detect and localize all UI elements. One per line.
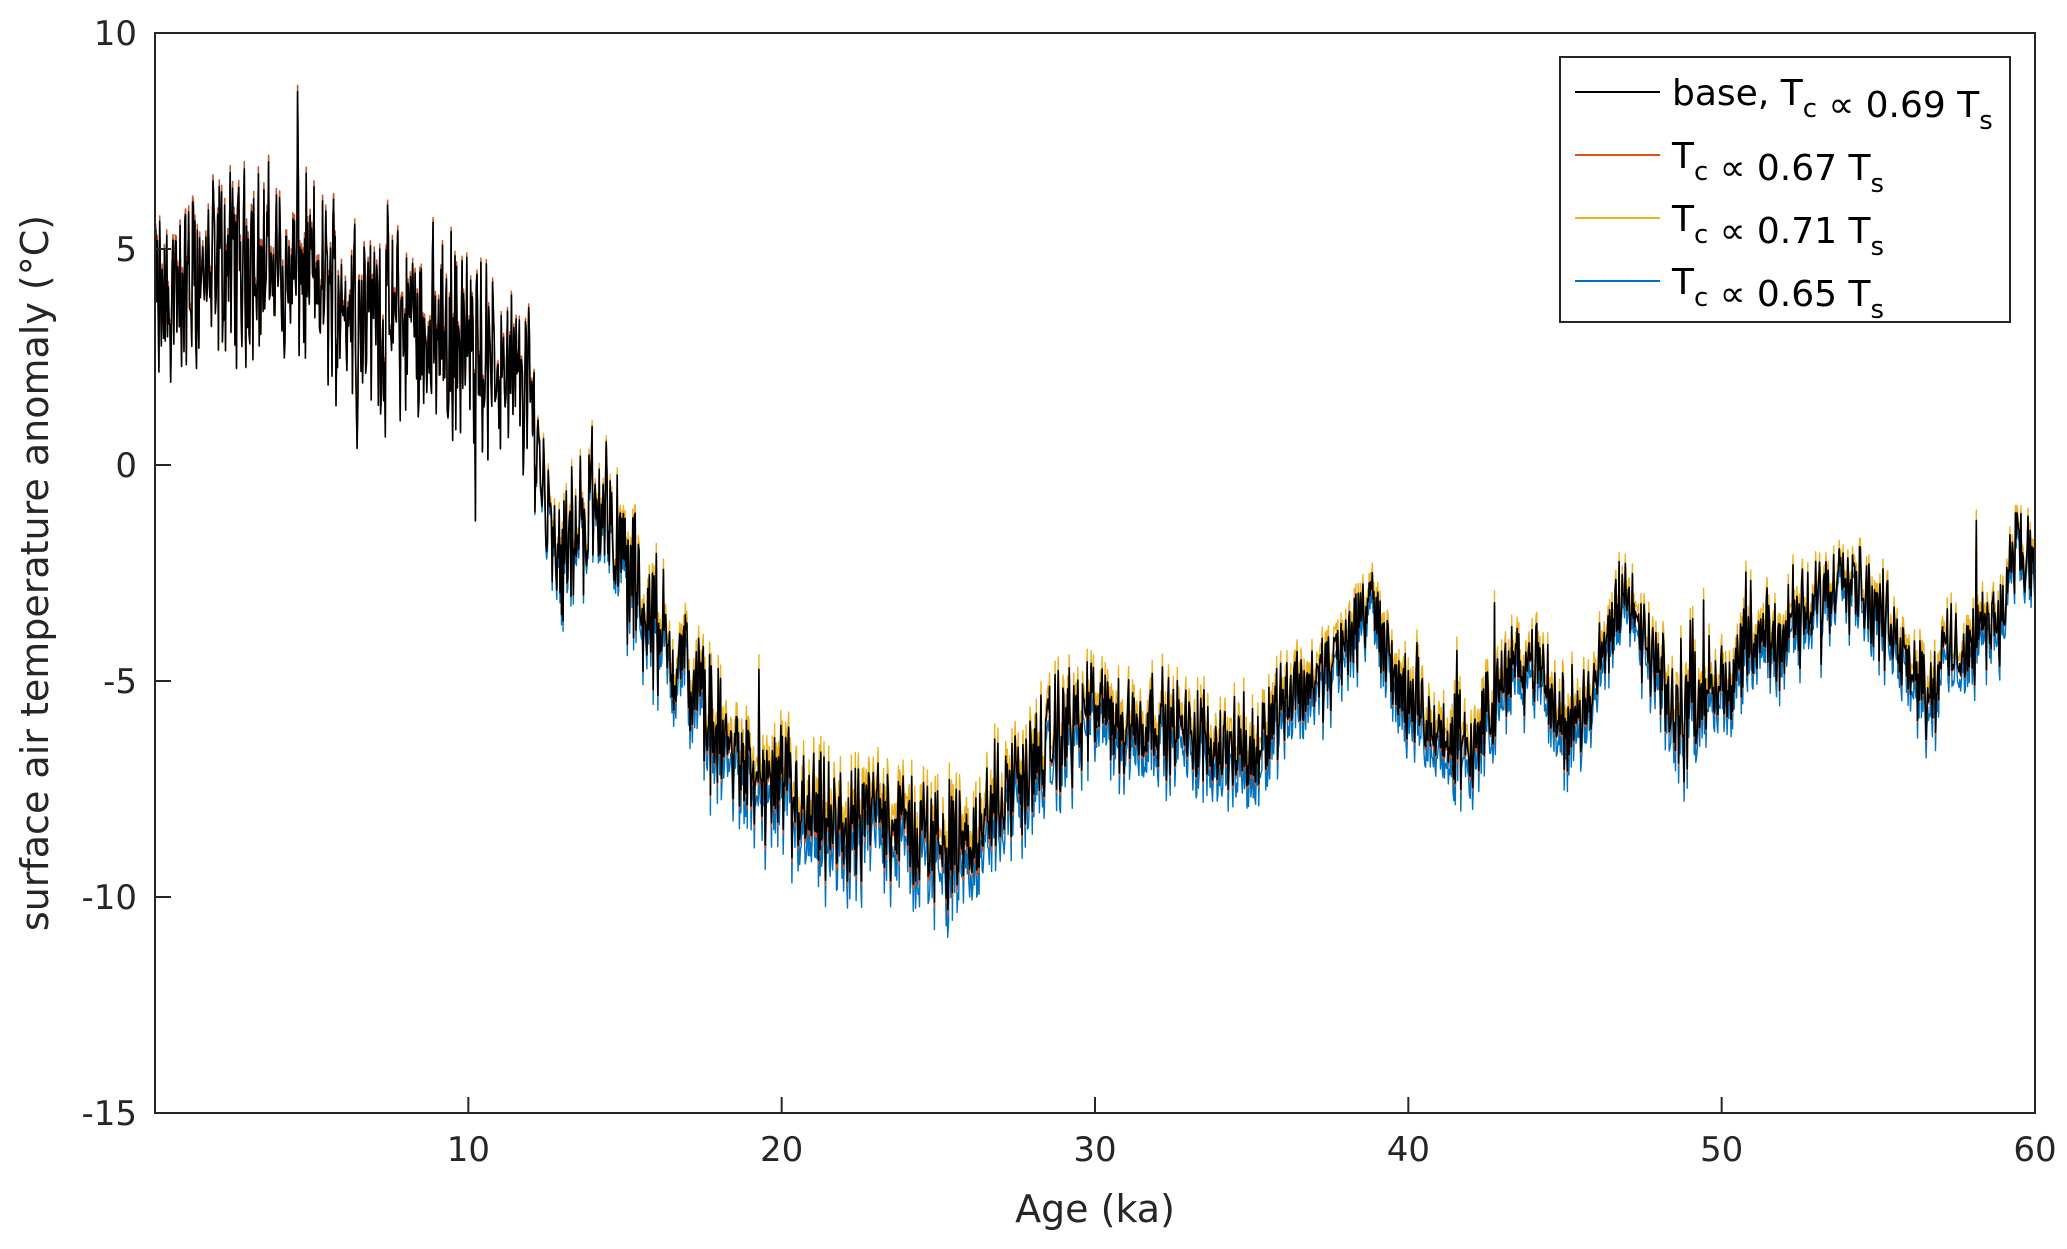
legend-subscript: c [1694, 220, 1708, 250]
legend-text: T [1671, 262, 1695, 303]
x-tick-label: 20 [760, 1130, 803, 1170]
y-axis-label: surface air temperature anomaly (°C) [13, 215, 57, 931]
legend-text: ∝ 0.71 T [1708, 211, 1871, 252]
legend-box [1559, 56, 2011, 323]
y-tick-label: -10 [81, 878, 137, 918]
legend-entry-label: Tc ∝ 0.65 Ts [1671, 262, 1884, 325]
x-tick-label: 30 [1073, 1130, 1116, 1170]
y-tick-label: 5 [115, 230, 137, 270]
legend-text: ∝ 0.67 T [1708, 148, 1871, 189]
legend-subscript: s [1871, 232, 1885, 262]
legend-text: base, T [1672, 73, 1804, 114]
legend-subscript: s [1871, 169, 1885, 199]
y-tick-label: 0 [115, 446, 137, 486]
series-layer [154, 84, 2036, 939]
legend-text: T [1671, 136, 1695, 177]
legend-subscript: s [1979, 106, 1993, 136]
y-tick-label: -15 [81, 1094, 137, 1134]
x-tick-label: 60 [2013, 1130, 2056, 1170]
series-line-0 [154, 90, 2036, 911]
legend-entry-label: Tc ∝ 0.67 Ts [1671, 136, 1884, 199]
legend-subscript: s [1871, 295, 1885, 325]
legend-entry-label: Tc ∝ 0.71 Ts [1671, 199, 1884, 262]
x-tick-label: 10 [447, 1130, 490, 1170]
legend-entry-label: base, Tc ∝ 0.69 Ts [1672, 73, 1993, 136]
x-axis-label: Age (ka) [1015, 1187, 1175, 1231]
legend-subscript: c [1694, 157, 1708, 187]
legend-subscript: c [1803, 94, 1817, 124]
legend-text: T [1671, 199, 1695, 240]
legend-subscript: c [1694, 283, 1708, 313]
legend-text: ∝ 0.65 T [1708, 274, 1871, 315]
legend-text: ∝ 0.69 T [1817, 85, 1980, 126]
x-tick-label: 50 [1700, 1130, 1743, 1170]
y-tick-label: 10 [94, 14, 137, 54]
x-tick-label: 40 [1387, 1130, 1430, 1170]
y-tick-label: -5 [103, 662, 137, 702]
